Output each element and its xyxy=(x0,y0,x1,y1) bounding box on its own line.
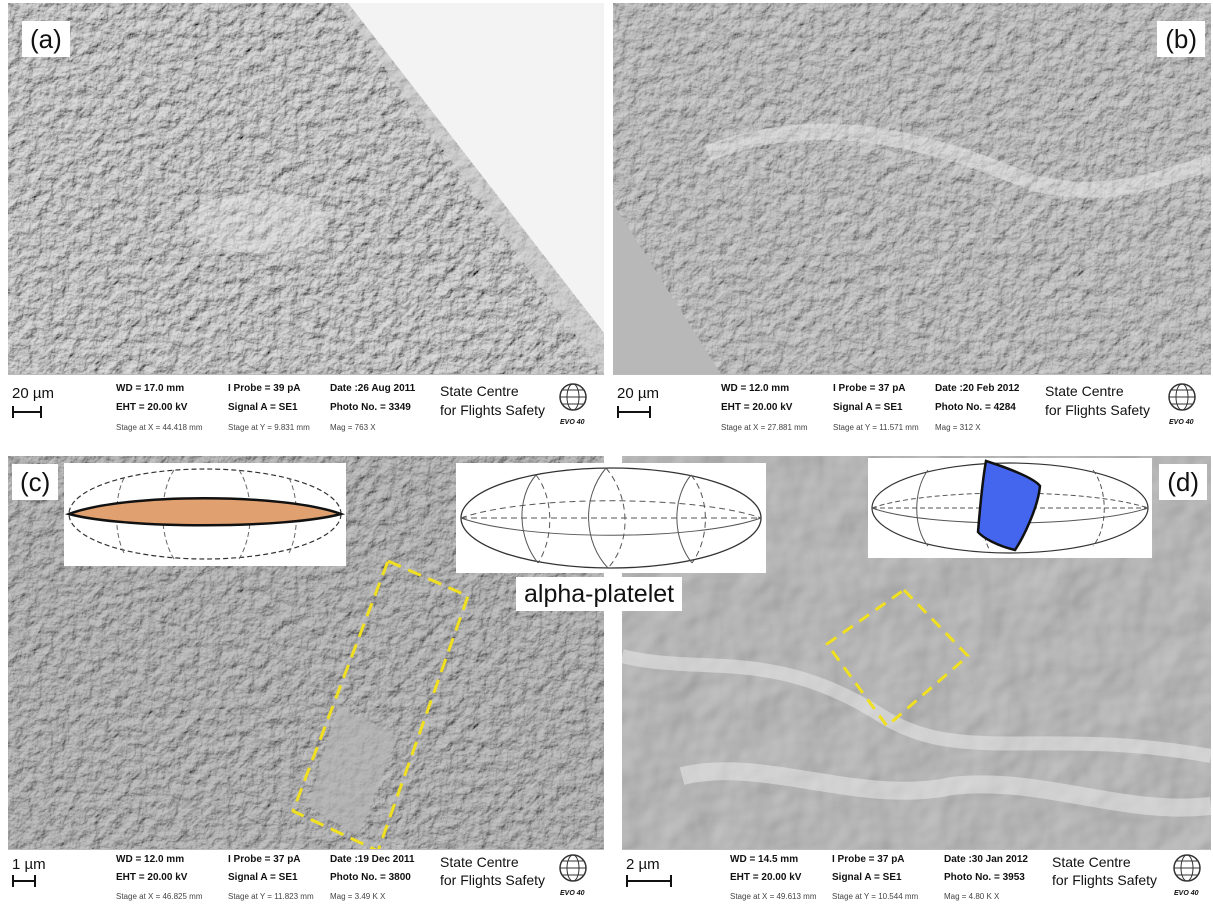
scale-bar-label: 20 µm xyxy=(12,385,54,402)
platelet-transverse-drawing xyxy=(871,459,1149,554)
sem-panel-a: (a) 20 µm WD = 17.0 mm EHT = 20.00 kV St… xyxy=(8,3,604,441)
signal-text: Signal A = SE1 xyxy=(228,872,298,883)
platelet-schematic-transverse xyxy=(868,458,1152,558)
stage-x-text: Stage at X = 49.613 mm xyxy=(730,892,817,901)
scale-bar xyxy=(617,411,651,413)
scale-bar-label: 20 µm xyxy=(617,385,659,402)
globe-logo-icon xyxy=(1168,383,1196,411)
probe-text: I Probe = 37 pA xyxy=(832,854,905,865)
alpha-platelet-caption: alpha-platelet xyxy=(516,577,683,611)
mag-text: Mag = 3.49 K X xyxy=(330,892,386,901)
micrograph-b xyxy=(613,3,1211,441)
scale-bar-tick-right xyxy=(670,875,672,887)
scale-bar xyxy=(12,411,42,413)
scale-bar-tick-left xyxy=(626,875,628,887)
platelet-longitudinal-drawing xyxy=(64,468,346,560)
probe-text: I Probe = 37 pA xyxy=(833,383,906,394)
panel-label-d: (d) xyxy=(1159,464,1207,500)
scale-bar-tick-right xyxy=(34,875,36,887)
eht-text: EHT = 20.00 kV xyxy=(721,402,793,413)
date-text: Date :26 Aug 2011 xyxy=(330,383,416,394)
org-line2: for Flights Safety xyxy=(1045,402,1151,418)
panel-label-b: (b) xyxy=(1157,21,1205,57)
scale-bar-tick-right xyxy=(649,406,651,418)
eht-text: EHT = 20.00 kV xyxy=(730,872,802,883)
stage-y-text: Stage at Y = 10.544 mm xyxy=(832,892,919,901)
platelet-center-drawing xyxy=(460,467,762,569)
probe-text: I Probe = 37 pA xyxy=(228,854,301,865)
globe-logo-icon xyxy=(1173,854,1201,882)
panel-label-c: (c) xyxy=(12,464,59,500)
org-line2: for Flights Safety xyxy=(440,402,546,418)
photo-text: Photo No. = 3349 xyxy=(330,402,411,413)
scale-bar-tick-left xyxy=(617,406,619,418)
photo-text: Photo No. = 4284 xyxy=(935,402,1016,413)
photo-text: Photo No. = 3800 xyxy=(330,872,411,883)
wd-text: WD = 17.0 mm xyxy=(116,383,185,394)
globe-logo-icon xyxy=(559,854,587,882)
date-text: Date :20 Feb 2012 xyxy=(935,383,1020,394)
date-text: Date :19 Dec 2011 xyxy=(330,854,415,865)
scale-bar-tick-left xyxy=(12,406,14,418)
mag-text: Mag = 763 X xyxy=(330,423,376,432)
platelet-schematic-center xyxy=(456,463,766,573)
scale-bar-label: 1 µm xyxy=(12,856,46,873)
logo-text: EVO 40 xyxy=(560,890,585,897)
photo-text: Photo No. = 3953 xyxy=(944,872,1025,883)
logo-text: EVO 40 xyxy=(560,419,585,426)
stage-y-text: Stage at Y = 11.823 mm xyxy=(228,892,314,901)
sem-databar-c: 1 µm WD = 12.0 mm EHT = 20.00 kV Stage a… xyxy=(8,849,604,908)
sem-panel-b: (b) 20 µm WD = 12.0 mm EHT = 20.00 kV St… xyxy=(613,3,1211,441)
org-line1: State Centre xyxy=(440,854,519,870)
org-line1: State Centre xyxy=(1052,854,1131,870)
wd-text: WD = 12.0 mm xyxy=(116,854,185,865)
eht-text: EHT = 20.00 kV xyxy=(116,872,188,883)
panel-label-a: (a) xyxy=(22,21,70,57)
stage-y-text: Stage at Y = 9.831 mm xyxy=(228,423,310,432)
scale-bar-tick-left xyxy=(12,875,14,887)
signal-text: Signal A = SE1 xyxy=(833,402,903,413)
wd-text: WD = 14.5 mm xyxy=(730,854,799,865)
mag-text: Mag = 4.80 K X xyxy=(944,892,1000,901)
wd-text: WD = 12.0 mm xyxy=(721,383,790,394)
stage-x-text: Stage at X = 44.418 mm xyxy=(116,423,203,432)
stage-x-text: Stage at X = 46.825 mm xyxy=(116,892,203,901)
stage-x-text: Stage at X = 27.881 mm xyxy=(721,423,808,432)
date-text: Date :30 Jan 2012 xyxy=(944,854,1028,865)
org-line1: State Centre xyxy=(440,383,519,399)
mag-text: Mag = 312 X xyxy=(935,423,981,432)
sem-databar-a: 20 µm WD = 17.0 mm EHT = 20.00 kV Stage … xyxy=(8,374,604,441)
probe-text: I Probe = 39 pA xyxy=(228,383,301,394)
highlight-box xyxy=(825,588,970,728)
eht-text: EHT = 20.00 kV xyxy=(116,402,188,413)
platelet-schematic-longitudinal xyxy=(64,463,346,566)
signal-text: Signal A = SE1 xyxy=(832,872,902,883)
sem-databar-d: 2 µm WD = 14.5 mm EHT = 20.00 kV Stage a… xyxy=(622,849,1211,908)
micrograph-a xyxy=(8,3,604,441)
scale-bar-label: 2 µm xyxy=(626,856,660,873)
org-line2: for Flights Safety xyxy=(1052,872,1158,888)
org-line1: State Centre xyxy=(1045,383,1124,399)
stage-y-text: Stage at Y = 11.571 mm xyxy=(833,423,919,432)
globe-logo-icon xyxy=(559,383,587,411)
scale-bar xyxy=(12,880,36,882)
org-line2: for Flights Safety xyxy=(440,872,546,888)
signal-text: Signal A = SE1 xyxy=(228,402,298,413)
sem-databar-b: 20 µm WD = 12.0 mm EHT = 20.00 kV Stage … xyxy=(613,374,1211,441)
scale-bar xyxy=(626,880,672,882)
scale-bar-tick-right xyxy=(40,406,42,418)
logo-text: EVO 40 xyxy=(1174,890,1199,897)
logo-text: EVO 40 xyxy=(1169,419,1194,426)
